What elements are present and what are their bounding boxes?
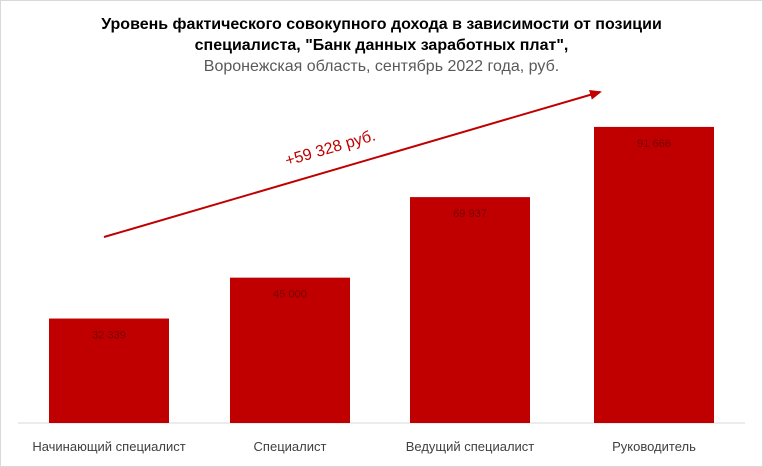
chart-title-line-1: Уровень фактического совокупного дохода … <box>101 16 662 33</box>
category-label-1: Начинающий специалист <box>32 439 185 454</box>
category-label-3: Ведущий специалист <box>406 439 535 454</box>
bar-value-label-2: 45 000 <box>273 289 307 301</box>
bar-value-label-1: 32 339 <box>92 330 126 342</box>
category-label-2: Специалист <box>254 439 327 454</box>
bar-4 <box>594 126 714 423</box>
chart-title: Уровень фактического совокупного дохода … <box>0 14 763 77</box>
bar-3 <box>410 197 530 423</box>
trend-annotation-label: +59 328 руб. <box>283 127 377 169</box>
bars-group: 32 339 Начинающий специалист 45 000 Специал… <box>32 126 714 454</box>
chart-subtitle: Воронежская область, сентябрь 2022 года,… <box>203 58 560 75</box>
bar-value-label-4: 91 666 <box>637 138 671 150</box>
bar-2 <box>230 277 350 423</box>
bar-value-label-3: 69 937 <box>453 208 487 220</box>
trend-arrow <box>103 90 602 238</box>
bar-1 <box>49 318 169 423</box>
category-label-4: Руководитель <box>612 439 696 454</box>
chart-title-line-2: специалиста, "Банк данных заработных пла… <box>194 37 569 54</box>
